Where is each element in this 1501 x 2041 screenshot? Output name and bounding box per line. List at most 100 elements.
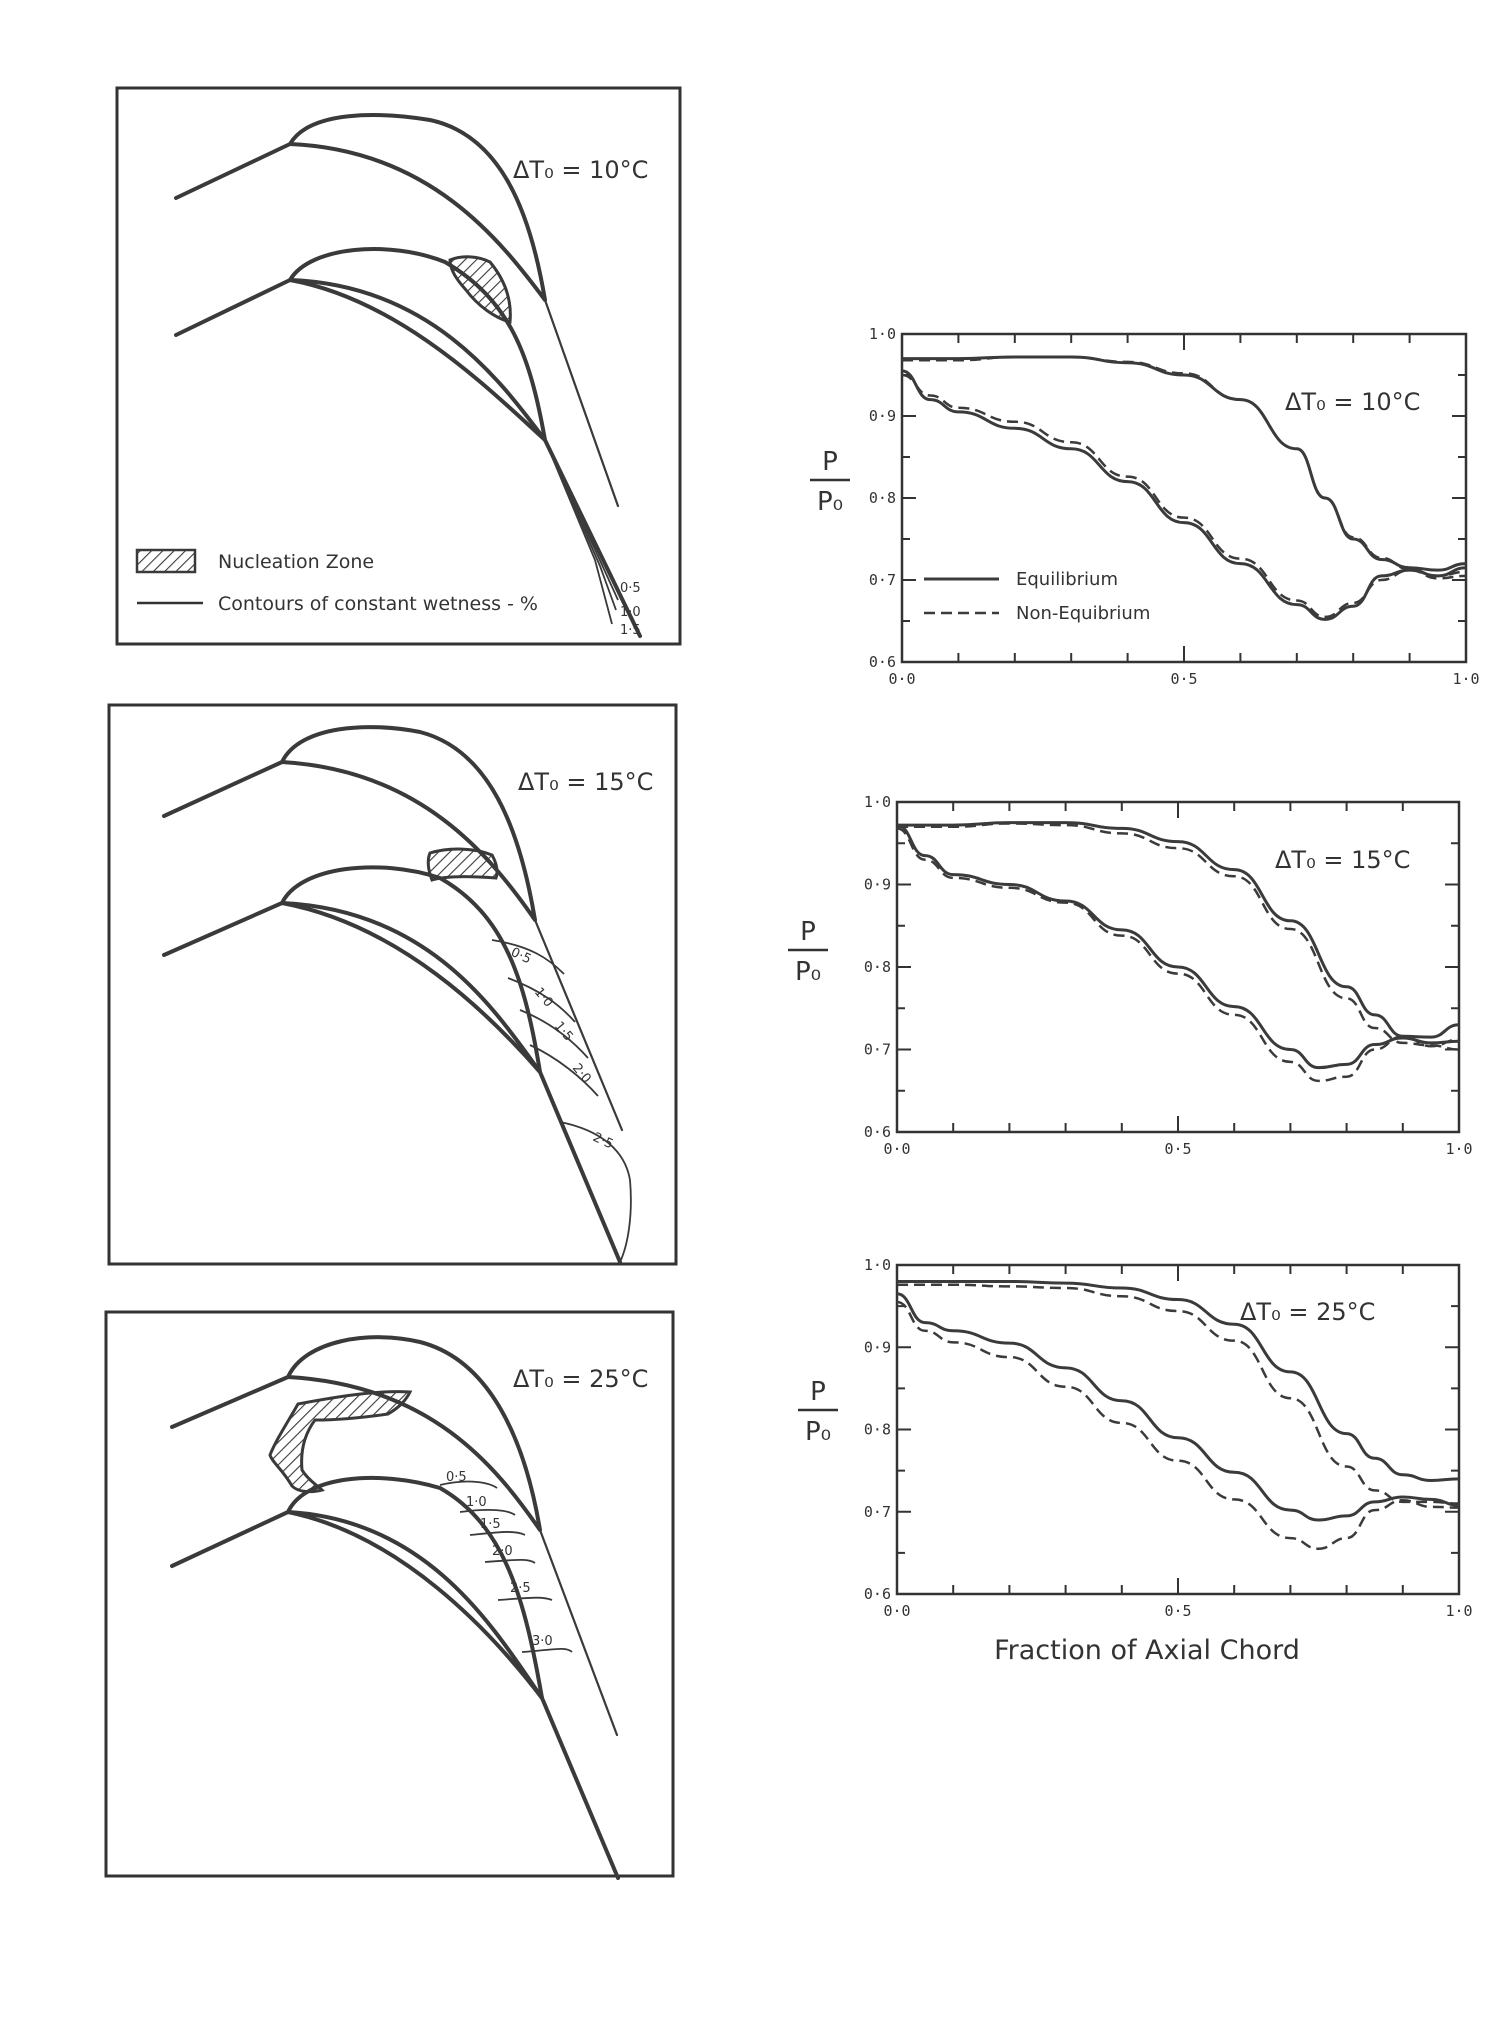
cascade-diagram-15c: 0·5 1·0 1·5 2·0 2·5 ΔT₀ = 15°C	[107, 703, 678, 1266]
y-tick-label: 1·0	[869, 325, 896, 343]
y-axis-label-1: P P₀	[810, 447, 850, 517]
wetness-contour	[559, 1121, 632, 1263]
contour-label: 2·5	[510, 1581, 531, 1596]
trailing-edge-line	[533, 918, 624, 1132]
non-equilibrium-line	[896, 1300, 1460, 1551]
cascade-diagram-25c: 0·5 1·0 1·5 2·0 2·5 3·0 ΔT₀ = 25°C	[104, 1310, 675, 1880]
nucleation-zone	[268, 1390, 413, 1494]
chart-title: ΔT₀ = 10°C	[1285, 388, 1420, 416]
x-axis-label: Fraction of Axial Chord	[994, 1635, 1300, 1666]
x-tick-label: 0·0	[883, 1602, 910, 1620]
y-label-denominator: P₀	[805, 1417, 831, 1447]
wetness-contour	[484, 1558, 536, 1564]
non-equilibrium-line	[901, 355, 1467, 578]
contour-label: 0·5	[446, 1470, 467, 1485]
pressure-chart-25c: 1·0 0·9 0·8 0·7 0·60·0 0·5 1·0 ΔT₀ = 25°C	[864, 1256, 1473, 1620]
chart-title: ΔT₀ = 25°C	[1240, 1298, 1375, 1326]
contour-label: 1·0	[531, 985, 556, 1010]
y-label-denominator: P₀	[795, 957, 821, 987]
wetness-contour	[544, 439, 613, 625]
contour-legend-label: Contours of constant wetness - %	[218, 593, 538, 615]
wetness-contour	[521, 1647, 573, 1653]
x-tick-label: 1·0	[1445, 1602, 1472, 1620]
legend-label-non-equilibrium: Non-Equibrium	[1016, 603, 1150, 624]
blade-upper	[162, 725, 537, 922]
x-tick-label: 0·0	[888, 670, 915, 688]
wetness-contour	[469, 1531, 526, 1536]
wetness-contour	[497, 1596, 553, 1601]
y-axis-label-2: P P₀	[788, 917, 828, 987]
wetness-contour	[459, 1508, 516, 1516]
wetness-contour	[439, 1480, 498, 1489]
diagram-title: ΔT₀ = 25°C	[513, 1365, 648, 1393]
plot-frame	[900, 332, 1468, 664]
blade-upper	[170, 1335, 542, 1532]
diagram-frame	[115, 86, 682, 646]
y-tick-label: 0·7	[869, 571, 896, 589]
y-tick-label: 0·9	[864, 1338, 891, 1356]
pressure-chart-10c: 1·0 0·9 0·8 0·7 0·60·0 0·5 1·0 ΔT₀ = 10°C Equili…	[869, 325, 1480, 688]
x-tick-label: 1·0	[1445, 1140, 1472, 1158]
y-label-numerator: P	[822, 447, 838, 477]
y-tick-label: 0·7	[864, 1503, 891, 1521]
y-label-numerator: P	[800, 917, 816, 947]
non-equilibrium-line	[897, 822, 1460, 1051]
y-tick-label: 0·7	[864, 1041, 891, 1059]
diagram-title: ΔT₀ = 10°C	[513, 156, 648, 184]
blade-upper	[174, 113, 547, 302]
contour-label: 2·0	[569, 1061, 594, 1086]
x-tick-label: 0·5	[1164, 1602, 1191, 1620]
nucleation-legend-label: Nucleation Zone	[218, 551, 374, 573]
y-tick-label: 0·8	[869, 489, 896, 507]
nucleation-zone	[448, 255, 512, 324]
y-axis-label-3: P P₀	[798, 1377, 838, 1447]
contour-label: 1·5	[551, 1019, 576, 1044]
x-tick-label: 0·5	[1170, 670, 1197, 688]
blade-lower	[170, 1475, 620, 1880]
y-tick-label: 0·9	[869, 407, 896, 425]
wetness-contour	[519, 1009, 589, 1059]
trailing-edge-line	[538, 1528, 619, 1737]
diagram-title: ΔT₀ = 15°C	[518, 768, 653, 796]
trailing-edge-line	[543, 298, 620, 508]
pressure-chart-15c: 1·0 0·9 0·8 0·7 0·60·0 0·5 1·0 ΔT₀ = 15°C	[864, 793, 1473, 1158]
equilibrium-line	[901, 369, 1467, 621]
contour-label: 1·0	[466, 1495, 487, 1510]
y-tick-label: 1·0	[864, 1256, 891, 1274]
x-tick-label: 0·5	[1164, 1140, 1191, 1158]
contour-label: 1·5	[620, 623, 641, 638]
contour-label: 1·5	[480, 1517, 501, 1532]
non-equilibrium-line	[896, 827, 1460, 1083]
y-label-denominator: P₀	[817, 487, 843, 517]
wetness-contour	[507, 977, 576, 1023]
contour-label: 2·0	[492, 1544, 513, 1559]
x-tick-label: 0·0	[883, 1140, 910, 1158]
non-equilibrium-line	[896, 1283, 1460, 1505]
contour-label: 2·5	[590, 1130, 615, 1152]
diagram-frame	[107, 703, 678, 1266]
equilibrium-line	[896, 1292, 1460, 1522]
y-tick-label: 0·8	[864, 958, 891, 976]
chart-title: ΔT₀ = 15°C	[1275, 846, 1410, 874]
y-tick-label: 0·9	[864, 876, 891, 894]
wetness-contour	[491, 939, 565, 975]
diagram-frame	[104, 1310, 675, 1878]
y-tick-label: 0·6	[869, 653, 896, 671]
y-tick-label: 1·0	[864, 793, 891, 811]
contour-label: 0·5	[620, 581, 641, 596]
contour-label: 3·0	[532, 1634, 553, 1649]
equilibrium-line	[896, 1279, 1460, 1482]
y-tick-label: 0·6	[864, 1123, 891, 1141]
legend-label-equilibrium: Equilibrium	[1016, 569, 1118, 590]
y-label-numerator: P	[810, 1377, 826, 1407]
wetness-contour	[529, 1044, 599, 1097]
cascade-diagram-10c: 0·5 1·0 1·5 ΔT₀ = 10°C Nucleation Zone C…	[115, 86, 682, 646]
non-equilibrium-line	[901, 373, 1467, 619]
contour-label: 1·0	[620, 605, 641, 620]
y-tick-label: 0·6	[864, 1585, 891, 1603]
blade-lower	[162, 865, 622, 1264]
blade-lower	[174, 247, 642, 638]
nucleation-legend-swatch	[135, 548, 197, 574]
nucleation-zone	[426, 847, 499, 882]
